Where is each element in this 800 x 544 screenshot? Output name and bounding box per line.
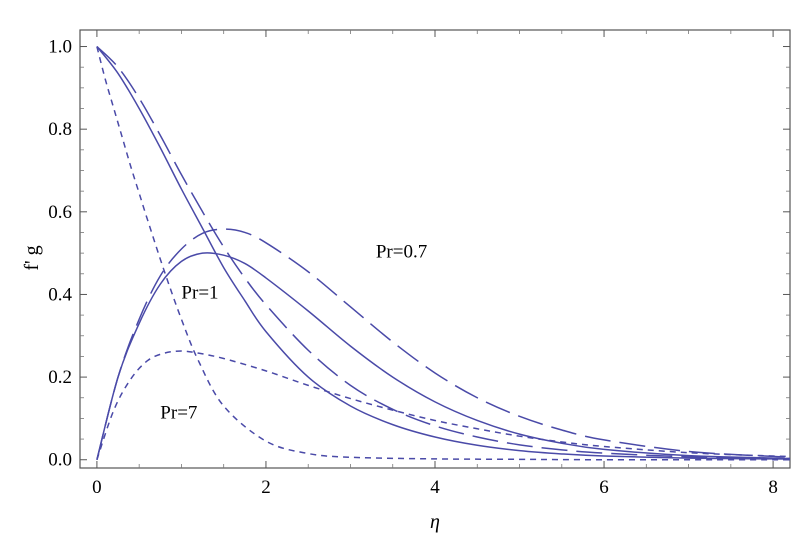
x-tick-label: 6	[599, 477, 609, 498]
series-annotation: Pr=1	[181, 283, 218, 304]
x-axis-title: η	[430, 511, 440, 533]
y-tick-label: 0.4	[48, 284, 72, 305]
x-tick-label: 4	[430, 477, 440, 498]
y-tick-label: 0.0	[48, 450, 72, 471]
series-annotation: Pr=7	[160, 402, 197, 423]
x-tick-label: 0	[92, 477, 102, 498]
y-tick-label: 0.2	[48, 367, 72, 388]
series-line	[96, 46, 793, 461]
y-axis-title: f' g	[21, 245, 43, 270]
x-tick-label: 8	[768, 477, 778, 498]
y-tick-label: 0.6	[48, 202, 72, 223]
y-tick-label: 1.0	[48, 37, 72, 58]
series-line	[96, 252, 791, 460]
series-line	[96, 46, 791, 460]
series-annotation: Pr=0.7	[376, 241, 427, 262]
series-line	[96, 350, 791, 460]
series-line	[96, 45, 791, 460]
x-tick-label: 2	[261, 477, 271, 498]
series-line	[96, 228, 791, 460]
y-tick-label: 0.8	[48, 119, 72, 140]
